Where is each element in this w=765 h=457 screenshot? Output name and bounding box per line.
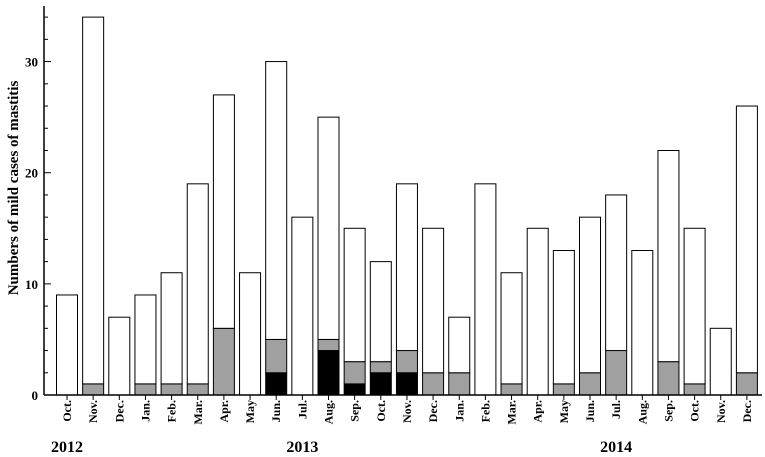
bar-segment-24-2 (683, 227, 706, 385)
x-tick-label: Jun. (269, 400, 283, 422)
bar-segment-20-2 (579, 216, 601, 374)
x-tick-label: Jul. (295, 400, 309, 419)
x-tick-label: Oct. (374, 400, 388, 422)
x-tick-label: Jan. (452, 400, 466, 422)
x-tick-label: Feb. (478, 400, 492, 422)
bar-segment-5-1 (186, 383, 209, 396)
y-tick-label: 20 (25, 166, 38, 181)
x-tick-label: Oct. (60, 400, 74, 422)
bar-segment-12-1 (369, 361, 392, 374)
bar-segment-26-1 (735, 372, 758, 396)
bar-segment-14-1 (422, 372, 445, 396)
x-tick-label: Dec. (112, 400, 126, 422)
bar-segment-0-2 (56, 294, 78, 396)
x-tick-label: Nov. (714, 400, 728, 423)
bar-segment-6-2 (212, 94, 235, 329)
x-tick-label: Sep. (348, 400, 362, 422)
bar-segment-8-1 (265, 338, 288, 374)
bar-segment-10-2 (317, 116, 340, 340)
y-tick-label: 10 (25, 277, 38, 292)
x-tick-label: Nov. (400, 400, 414, 423)
bar-segment-14-2 (422, 227, 445, 374)
x-tick-label: Oct. (688, 400, 702, 422)
bar-segment-9-2 (291, 216, 314, 396)
x-tick-label: May (557, 400, 571, 423)
bar-segment-16-2 (474, 183, 497, 396)
bar-segment-17-1 (500, 383, 523, 396)
bar-segment-13-2 (395, 183, 418, 352)
x-tick-label: Aug. (322, 400, 336, 424)
bar-segment-26-2 (735, 105, 758, 374)
bar-segment-23-2 (657, 149, 680, 363)
x-tick-label: Mar. (191, 400, 205, 425)
bar-segment-15-1 (448, 372, 471, 396)
axes-layer (43, 6, 762, 400)
bar-segment-18-2 (526, 227, 549, 396)
year-label-2012: 2012 (51, 439, 83, 456)
labels-layer: 0 10 20 30 Oct. Nov. Dec. Jan. Feb. Mar. Apr. May Ju… (25, 55, 754, 456)
x-tick-label: Jun. (583, 400, 597, 422)
bar-segment-17-2 (500, 272, 523, 385)
bars-layer (56, 16, 758, 396)
bar-segment-4-2 (160, 272, 183, 385)
bar-segment-13-1 (395, 350, 418, 374)
y-axis-title: Numbers of mild cases of mastitis (6, 81, 22, 296)
bar-segment-15-2 (448, 316, 471, 374)
bar-segment-21-1 (605, 350, 628, 396)
bar-segment-12-2 (369, 261, 392, 363)
bar-segment-7-2 (239, 272, 262, 396)
bar-segment-4-1 (160, 383, 183, 396)
bar-segment-10-0 (317, 350, 340, 396)
bar-segment-13-0 (395, 372, 418, 396)
bar-segment-19-1 (552, 383, 575, 396)
year-label-2013: 2013 (286, 439, 318, 456)
y-tick-label: 30 (25, 55, 38, 70)
x-tick-label: Jul. (609, 400, 623, 419)
x-tick-label: Mar. (505, 400, 519, 425)
x-tick-label: Sep. (661, 400, 675, 422)
bar-segment-23-1 (657, 361, 680, 396)
x-tick-label: Dec. (426, 400, 440, 422)
bar-segment-6-1 (212, 327, 235, 396)
x-tick-label: Nov. (86, 400, 100, 423)
x-tick-label: May (243, 400, 257, 423)
bar-segment-1-1 (82, 383, 105, 396)
bar-segment-11-0 (343, 383, 366, 396)
bar-segment-10-1 (317, 338, 340, 352)
bar-segment-19-2 (552, 250, 575, 385)
x-tick-label: Aug. (635, 400, 649, 424)
bar-segment-24-1 (683, 383, 706, 396)
x-tick-label: Apr. (531, 400, 545, 423)
bar-segment-1-2 (82, 16, 105, 385)
bar-segment-3-2 (134, 294, 157, 385)
bar-segment-2-2 (108, 316, 131, 396)
x-tick-label: Dec. (740, 400, 754, 422)
bar-segment-8-2 (265, 61, 288, 340)
bar-segment-21-2 (605, 194, 628, 352)
bar-segment-11-2 (343, 227, 366, 363)
bar-segment-3-1 (134, 383, 157, 396)
bar-segment-25-2 (709, 327, 732, 396)
y-tick-label: 0 (32, 388, 39, 403)
bar-segment-5-2 (186, 183, 209, 385)
bar-segment-11-1 (343, 361, 366, 385)
x-tick-label: Apr. (217, 400, 231, 423)
bar-segment-20-1 (579, 372, 601, 396)
bar-segment-12-0 (369, 372, 392, 396)
year-label-2014: 2014 (600, 439, 632, 456)
x-tick-label: Jan. (138, 400, 152, 422)
bar-segment-22-2 (631, 250, 654, 396)
x-tick-label: Feb. (165, 400, 179, 422)
bar-segment-8-0 (265, 372, 288, 396)
